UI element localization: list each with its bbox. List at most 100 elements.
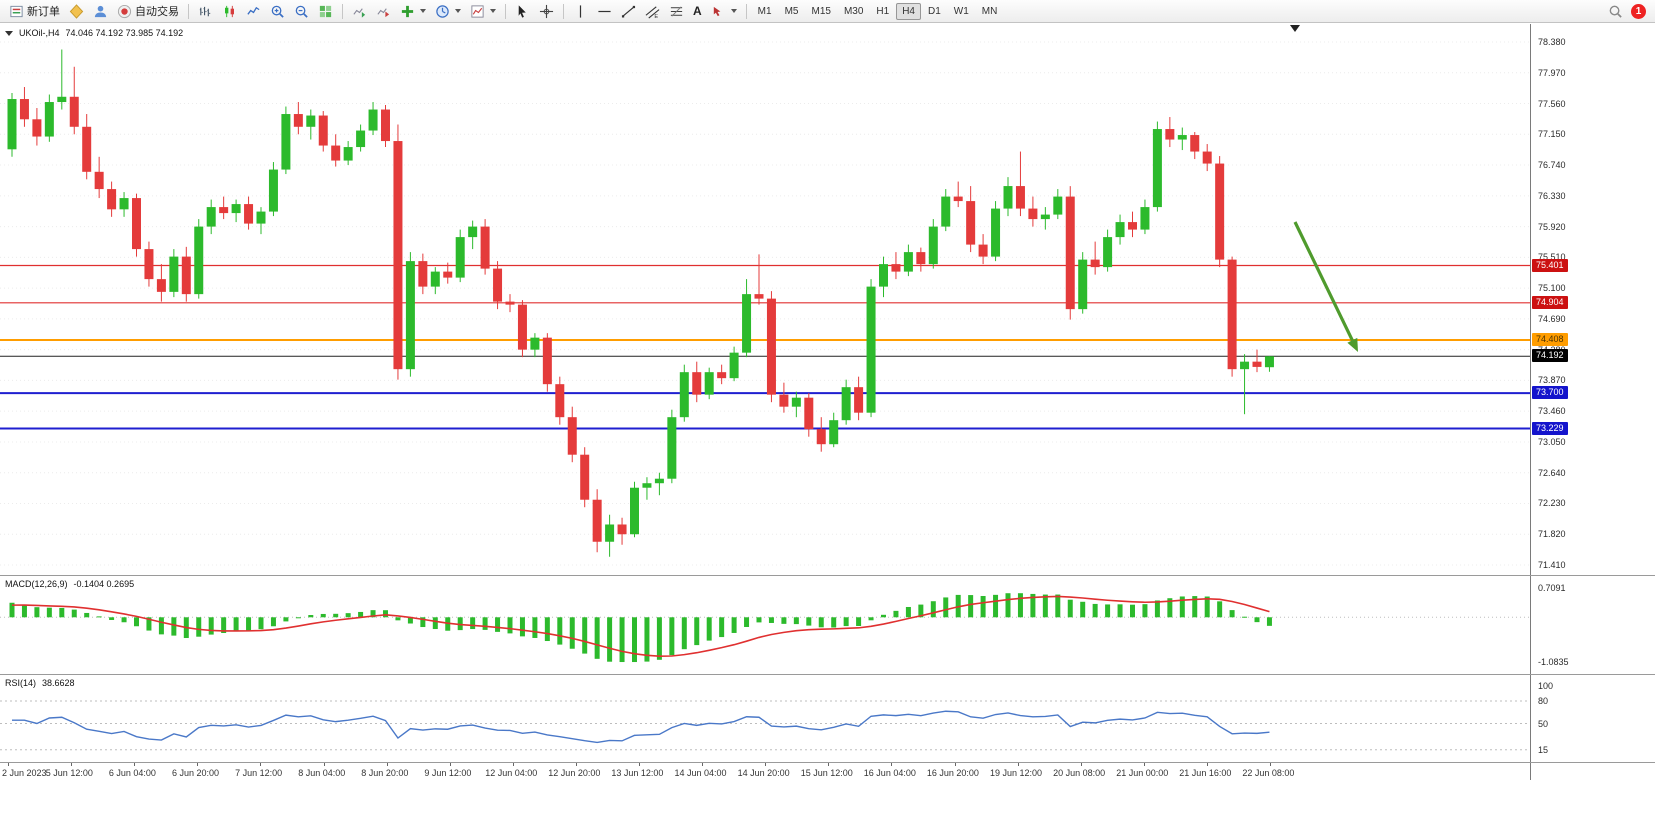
arrow-tools-button[interactable]	[707, 2, 741, 21]
community-button[interactable]	[89, 2, 112, 21]
trendline-icon	[621, 5, 636, 17]
time-tick	[1017, 762, 1019, 766]
macd-histogram-bar	[9, 602, 15, 618]
macd-histogram-bar	[507, 617, 513, 634]
timeframe-m5[interactable]: M5	[784, 5, 799, 17]
pane-separator[interactable]	[0, 575, 1655, 576]
time-axis-label: 13 Jun 12:00	[611, 768, 664, 778]
candle-body	[1078, 259, 1088, 310]
search-icon[interactable]	[1608, 4, 1623, 19]
zoom-in-button[interactable]	[266, 2, 289, 21]
time-tick	[512, 762, 514, 766]
macd-histogram-bar	[831, 617, 837, 628]
macd-histogram-bar	[1217, 601, 1223, 618]
rsi-line	[12, 710, 1270, 744]
macd-histogram-bar	[158, 617, 164, 635]
macd-histogram-bar	[1005, 593, 1011, 618]
notification-badge[interactable]: 1	[1631, 3, 1646, 19]
macd-histogram-bar	[1266, 617, 1272, 626]
price-axis-label: 71.820	[1538, 529, 1566, 540]
zoom-out-button[interactable]	[290, 2, 313, 21]
time-axis-label: 8 Jun 04:00	[298, 768, 346, 778]
chart-window[interactable]: UKOil-,H4 74.046 74.192 73.985 74.192 MA…	[0, 24, 1655, 829]
candle-body	[854, 387, 864, 413]
trend-arrow[interactable]	[1293, 221, 1354, 341]
time-tick	[260, 762, 262, 766]
macd-histogram-bar	[46, 607, 52, 618]
fibonacci-tool[interactable]	[665, 2, 688, 21]
macd-histogram-bar	[358, 611, 364, 618]
tile-windows-button[interactable]	[314, 2, 337, 21]
autotrade-label: 自动交易	[135, 6, 179, 18]
chart-shift-button[interactable]	[372, 2, 395, 21]
candle-body	[642, 483, 652, 488]
candle-body	[866, 286, 876, 413]
horizontal-line-tool[interactable]	[593, 2, 616, 21]
time-axis: 2 Jun 2023 5 Jun 12:00 6 Jun 04:00 6 Jun 20…	[0, 762, 1655, 780]
macd-histogram-bar	[1130, 604, 1135, 618]
mql-market-button[interactable]	[65, 2, 88, 21]
macd-histogram-bar	[308, 615, 314, 618]
pane-separator[interactable]	[0, 674, 1655, 675]
templates-button[interactable]	[466, 2, 500, 21]
timeframe-h4[interactable]: H4	[896, 2, 921, 20]
time-tick	[71, 762, 73, 766]
line-chart-button[interactable]	[242, 2, 265, 21]
cursor-button[interactable]	[511, 2, 534, 21]
symbol-dropdown-icon[interactable]	[5, 30, 13, 36]
indicators-button[interactable]	[396, 2, 430, 21]
timeframe-h1[interactable]: H1	[876, 5, 890, 17]
rsi-pane[interactable]	[0, 675, 1530, 762]
current-price-badge: 74.192	[1532, 349, 1568, 363]
price-axis-label: 75.100	[1538, 283, 1566, 294]
add-indicator-icon	[401, 5, 414, 17]
macd-histogram-bar	[881, 614, 886, 618]
time-tick	[449, 762, 451, 766]
macd-histogram-bar	[196, 617, 202, 637]
macd-histogram-bar	[34, 607, 40, 618]
timeframe-w1[interactable]: W1	[953, 5, 969, 17]
bar-chart-button[interactable]	[194, 2, 217, 21]
candlestick-chart-button[interactable]	[218, 2, 241, 21]
time-tick	[1143, 762, 1145, 766]
timeframe-m15[interactable]: M15	[811, 5, 831, 17]
toolbar-right: 1	[1608, 3, 1650, 19]
candle-body	[742, 294, 752, 353]
macd-histogram-bar	[980, 595, 986, 618]
macd-histogram-bar	[681, 617, 687, 650]
text-tool-icon: A	[693, 4, 702, 18]
toolbar-separator	[745, 3, 747, 19]
timeframe-m1[interactable]: M1	[757, 5, 772, 17]
trendline-tool[interactable]	[617, 2, 640, 21]
candle-body	[331, 145, 341, 161]
chart-shift-marker[interactable]	[1290, 25, 1300, 32]
macd-pane[interactable]	[0, 576, 1530, 674]
periods-button[interactable]	[431, 2, 465, 21]
candle-body	[704, 372, 714, 395]
svg-text:E: E	[654, 14, 658, 19]
price-axis-label: 76.330	[1538, 190, 1566, 201]
price-chart-pane[interactable]	[0, 24, 1530, 575]
candle-body	[455, 237, 465, 278]
timeframe-m30[interactable]: M30	[843, 5, 864, 17]
crosshair-button[interactable]	[535, 2, 558, 21]
candle-body	[1240, 361, 1250, 370]
candle-body	[1128, 222, 1137, 230]
timeframe-d1[interactable]: D1	[927, 5, 941, 17]
macd-histogram-bar	[1042, 594, 1048, 618]
macd-histogram-bar	[1142, 604, 1148, 618]
price-level-badge: 74.904	[1532, 295, 1568, 309]
macd-histogram-bar	[221, 617, 227, 634]
rsi-axis-label: 15	[1538, 744, 1549, 755]
text-tool[interactable]: A	[689, 2, 706, 21]
macd-histogram-bar	[582, 617, 588, 654]
channel-tool[interactable]: E	[641, 2, 664, 21]
auto-scroll-button[interactable]	[348, 2, 371, 21]
vertical-line-tool[interactable]	[569, 2, 592, 21]
timeframe-mn[interactable]: MN	[981, 5, 998, 17]
new-order-button[interactable]: 新订单	[5, 2, 64, 21]
candle-body	[94, 171, 104, 190]
autotrade-button[interactable]: 自动交易	[113, 2, 183, 21]
macd-histogram-bar	[270, 617, 276, 627]
time-axis-label: 2 Jun 2023	[2, 768, 47, 778]
